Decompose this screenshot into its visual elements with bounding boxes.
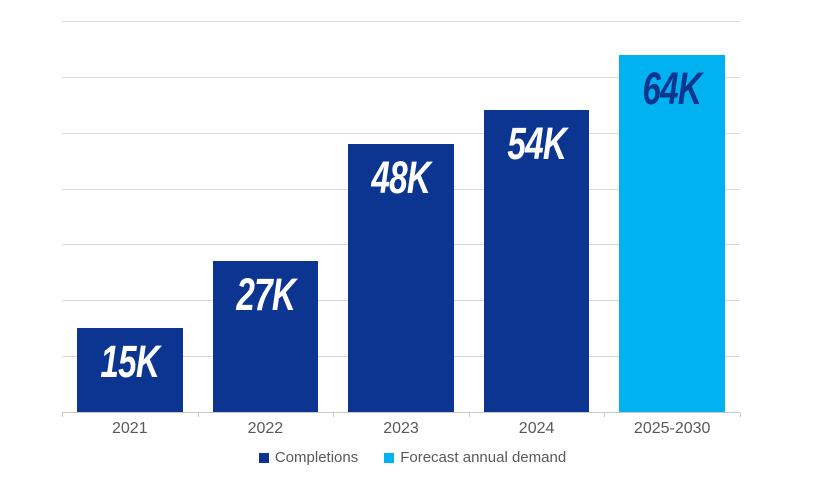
x-axis-label-2021: 2021 [112, 420, 148, 437]
bar-value-label: 27K [213, 272, 319, 317]
chart-legend: Completions Forecast annual demand [0, 449, 825, 466]
bar-value-text: 15K [100, 336, 160, 388]
x-axis-tick [333, 413, 335, 417]
bar-value-text: 54K [507, 118, 567, 170]
bar-completions-2022: 27K [212, 261, 319, 412]
legend-label-completions: Completions [274, 449, 359, 466]
bar-value-text: 48K [371, 151, 432, 203]
gridline [62, 76, 740, 78]
legend-item-completions: Completions [258, 449, 359, 466]
bar-completions-2024: 54K [483, 110, 590, 412]
gridline [62, 132, 740, 134]
bar-value-label: 64K [619, 66, 725, 111]
bar-value-label: 48K [348, 155, 454, 200]
legend-swatch-completions-icon [258, 452, 269, 463]
x-axis-label-2023: 2023 [383, 420, 419, 437]
x-axis-label-2022: 2022 [247, 420, 284, 437]
bar-completions-2021: 15K [77, 328, 183, 412]
x-axis-label-2025-2030: 2025-2030 [633, 420, 711, 437]
gridline [62, 21, 740, 22]
x-axis-tick [468, 413, 470, 417]
x-axis-tick [62, 413, 63, 417]
bar-completions-2023: 48K [348, 143, 454, 412]
x-axis-label-2024: 2024 [518, 420, 555, 437]
x-axis-tick [197, 413, 199, 417]
legend-label-forecast: Forecast annual demand [400, 449, 567, 466]
bar-value-text: 27K [235, 269, 296, 321]
bar-value-label: 15K [77, 339, 183, 384]
x-axis-tick [604, 413, 606, 417]
bar-value-text: 64K [642, 62, 703, 114]
x-axis-tick [740, 413, 741, 417]
legend-swatch-forecast-icon [384, 452, 395, 463]
x-axis-line [62, 412, 740, 413]
bar-value-label: 54K [484, 121, 590, 166]
bar-forecast-2025-2030: 64K [619, 54, 725, 412]
legend-item-forecast: Forecast annual demand [384, 449, 566, 466]
